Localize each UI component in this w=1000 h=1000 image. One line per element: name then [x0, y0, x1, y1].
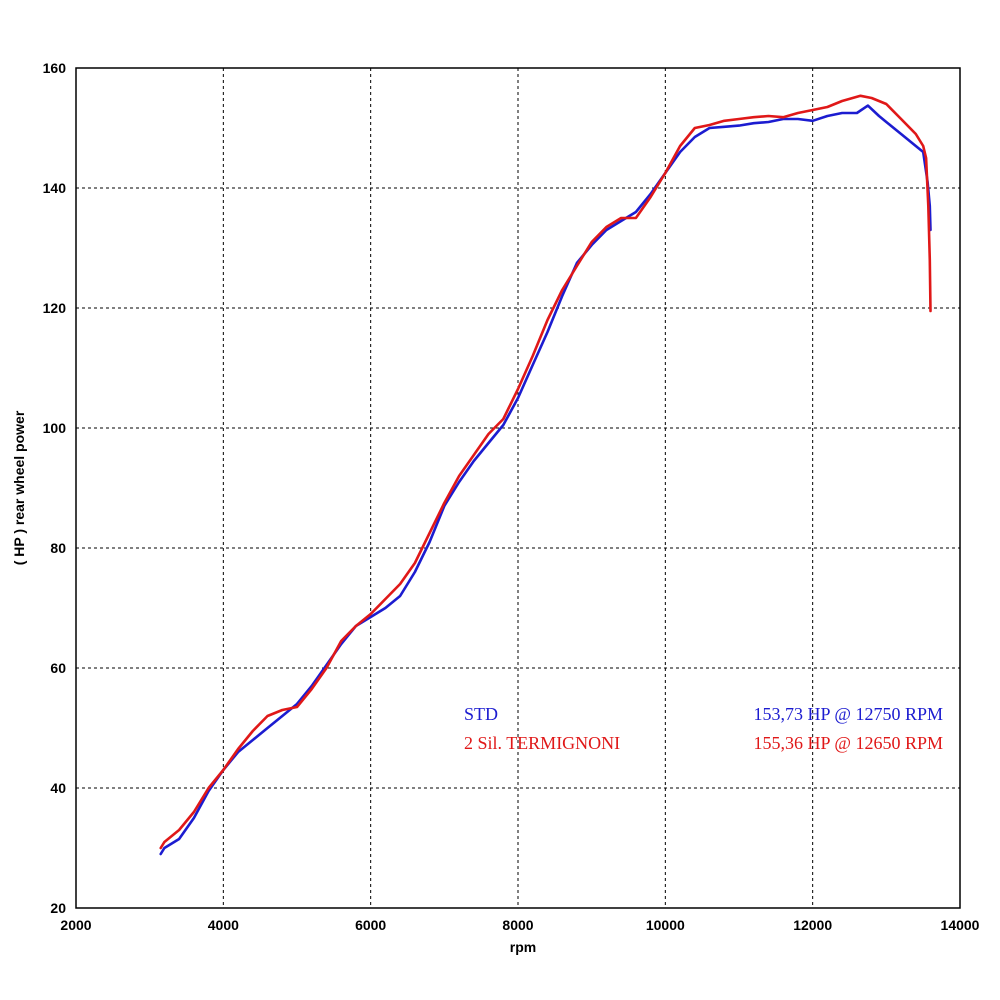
y-tick-label: 100 — [43, 420, 67, 436]
legend-std-peak: 153,73 HP @ 12750 RPM — [754, 704, 943, 724]
x-axis-label: rpm — [510, 939, 536, 955]
x-tick-label: 4000 — [208, 917, 239, 933]
x-tick-label: 6000 — [355, 917, 386, 933]
x-tick-label: 2000 — [60, 917, 91, 933]
y-axis-label: ( HP ) rear wheel power — [11, 410, 27, 565]
series-line-termignoni — [159, 94, 932, 850]
y-tick-label: 120 — [43, 300, 67, 316]
legend-std-name: STD — [464, 704, 498, 724]
legend-termignoni-name: 2 Sil. TERMIGNONI — [464, 733, 620, 753]
y-tick-label: 80 — [50, 540, 66, 556]
y-tick-labels: 20 40 60 80 100 120 140 160 — [43, 60, 67, 916]
x-tick-label: 8000 — [502, 917, 533, 933]
y-tick-label: 60 — [50, 660, 66, 676]
grid-lines — [76, 68, 960, 908]
y-tick-label: 140 — [43, 180, 67, 196]
y-tick-label: 20 — [50, 900, 66, 916]
x-tick-label: 14000 — [941, 917, 980, 933]
x-tick-label: 10000 — [646, 917, 685, 933]
legend-termignoni-peak: 155,36 HP @ 12650 RPM — [754, 733, 943, 753]
x-tick-labels: 2000 4000 6000 8000 10000 12000 14000 — [60, 917, 979, 933]
series-lines — [159, 94, 932, 856]
x-tick-label: 12000 — [793, 917, 832, 933]
y-tick-label: 160 — [43, 60, 67, 76]
y-tick-label: 40 — [50, 780, 66, 796]
